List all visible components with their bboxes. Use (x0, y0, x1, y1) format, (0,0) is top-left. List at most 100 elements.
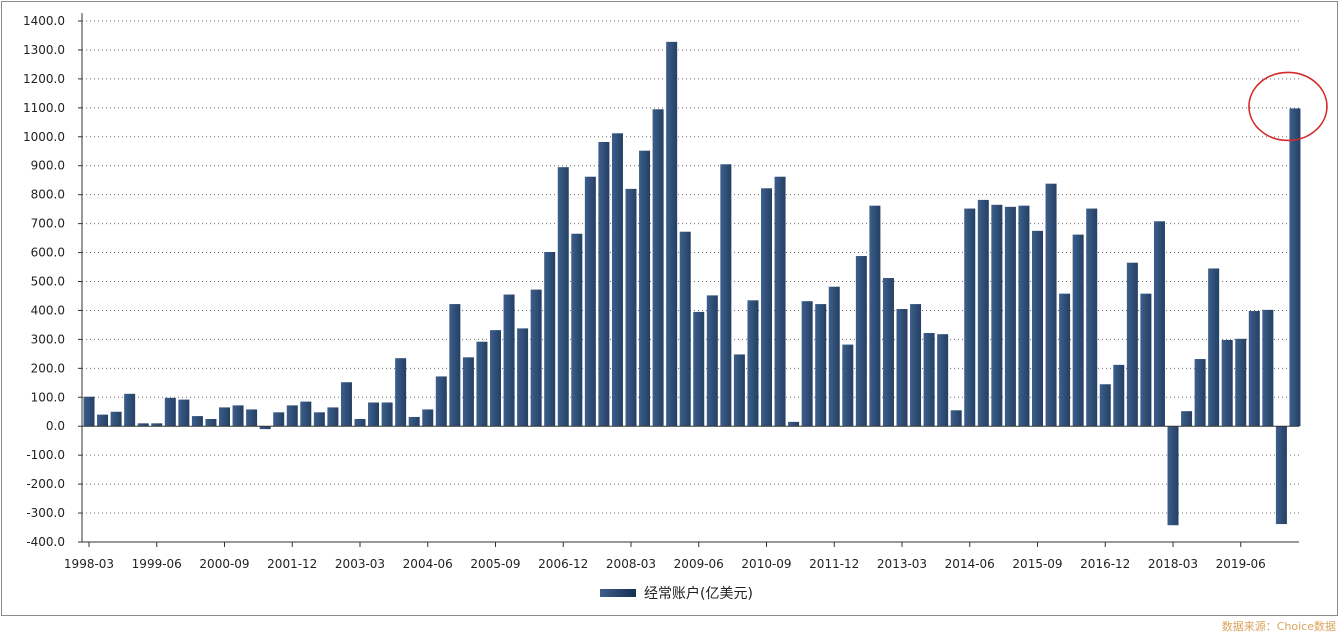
y-tick-label: 1100.0 (23, 101, 65, 115)
bar (950, 410, 962, 427)
x-tick-label: 2005-09 (470, 557, 520, 571)
y-tick-label: 400.0 (31, 303, 65, 317)
y-tick-label: 0.0 (46, 419, 65, 433)
bar (219, 407, 230, 427)
bar (327, 407, 339, 427)
bar (706, 295, 718, 427)
bar (1167, 426, 1179, 526)
bar (368, 402, 380, 427)
bar (449, 304, 461, 427)
bar (639, 150, 651, 427)
bar (1059, 293, 1071, 427)
bar (611, 133, 623, 427)
bar (761, 188, 772, 427)
bar (1208, 268, 1220, 427)
bar (1004, 206, 1016, 427)
x-tick-label: 2018-03 (1148, 557, 1198, 571)
y-tick-label: 1200.0 (23, 72, 65, 86)
y-tick-label: 500.0 (31, 275, 65, 289)
bar (1248, 311, 1260, 427)
bar (232, 405, 244, 427)
bar (598, 141, 610, 427)
x-tick-label: 2015-09 (1012, 557, 1062, 571)
x-tick-label: 2009-06 (674, 557, 724, 571)
y-tick-label: -100.0 (26, 448, 65, 462)
bar (178, 399, 190, 427)
bar (801, 301, 813, 427)
bar (97, 414, 109, 427)
bar (625, 188, 637, 427)
bar (693, 311, 705, 427)
bar (733, 354, 745, 427)
legend: 经常账户(亿美元) (600, 585, 753, 602)
bar (923, 333, 935, 427)
bar (1275, 426, 1287, 525)
bar (964, 208, 976, 427)
bar (1113, 364, 1125, 427)
legend-label: 经常账户(亿美元) (644, 585, 753, 602)
bar (205, 418, 217, 427)
bar (1221, 339, 1233, 427)
bar (882, 278, 894, 427)
bar (869, 205, 881, 427)
legend-swatch (600, 589, 636, 597)
x-tick-label: 2000-09 (199, 557, 249, 571)
bar (1262, 309, 1274, 427)
x-tick-label: 2004-06 (403, 557, 453, 571)
bar (666, 41, 678, 427)
y-tick-label: 900.0 (31, 159, 65, 173)
bar (652, 109, 664, 427)
y-tick-label: 100.0 (31, 390, 65, 404)
x-tick-label: 2016-12 (1080, 557, 1130, 571)
x-tick-label: 2013-03 (877, 557, 927, 571)
x-tick-label: 2001-12 (267, 557, 317, 571)
bar (991, 204, 1003, 427)
bar (842, 344, 854, 427)
bar (1153, 221, 1165, 427)
y-axis-tick-labels: 1400.0 1300.0 1200.0 1100.0 1000.0 900.0 800.0… (23, 14, 82, 549)
bar (124, 393, 136, 427)
y-tick-label: -400.0 (26, 535, 65, 549)
bar (679, 231, 691, 427)
bar (1194, 359, 1206, 427)
data-source-label: 数据来源：Choice数据 (1222, 619, 1336, 633)
bar (815, 304, 827, 427)
x-tick-label: 1999-06 (132, 557, 182, 571)
bar (164, 397, 176, 427)
bar (490, 330, 501, 427)
bar (544, 251, 556, 427)
bar (191, 416, 203, 427)
bar (273, 412, 285, 427)
bar (1235, 338, 1247, 427)
bar (828, 286, 840, 427)
bar-series (83, 41, 1301, 526)
bar (747, 300, 759, 427)
bar (1086, 208, 1098, 427)
bar (1140, 293, 1152, 427)
x-tick-label: 2006-12 (538, 557, 588, 571)
bar (503, 294, 515, 427)
x-tick-label: 2014-06 (945, 557, 995, 571)
x-tick-label: 2019-06 (1216, 557, 1266, 571)
bar (476, 341, 488, 427)
bar (83, 396, 95, 427)
bar (557, 167, 569, 427)
bar (1099, 384, 1111, 427)
chart-frame (1, 1, 1338, 616)
y-tick-label: 700.0 (31, 217, 65, 231)
bar (137, 423, 149, 427)
axes (81, 13, 1299, 543)
bar (774, 176, 786, 427)
bar (259, 426, 271, 430)
bar (1018, 205, 1030, 427)
y-tick-label: 200.0 (31, 361, 65, 375)
bar (517, 328, 529, 427)
y-tick-label: 800.0 (31, 188, 65, 202)
bar (354, 418, 366, 427)
y-tick-label: -300.0 (26, 506, 65, 520)
bar (1181, 411, 1193, 427)
annotations (1248, 71, 1328, 142)
y-tick-label: -200.0 (26, 477, 65, 491)
bar (1289, 108, 1301, 427)
x-tick-label: 2008-03 (606, 557, 656, 571)
